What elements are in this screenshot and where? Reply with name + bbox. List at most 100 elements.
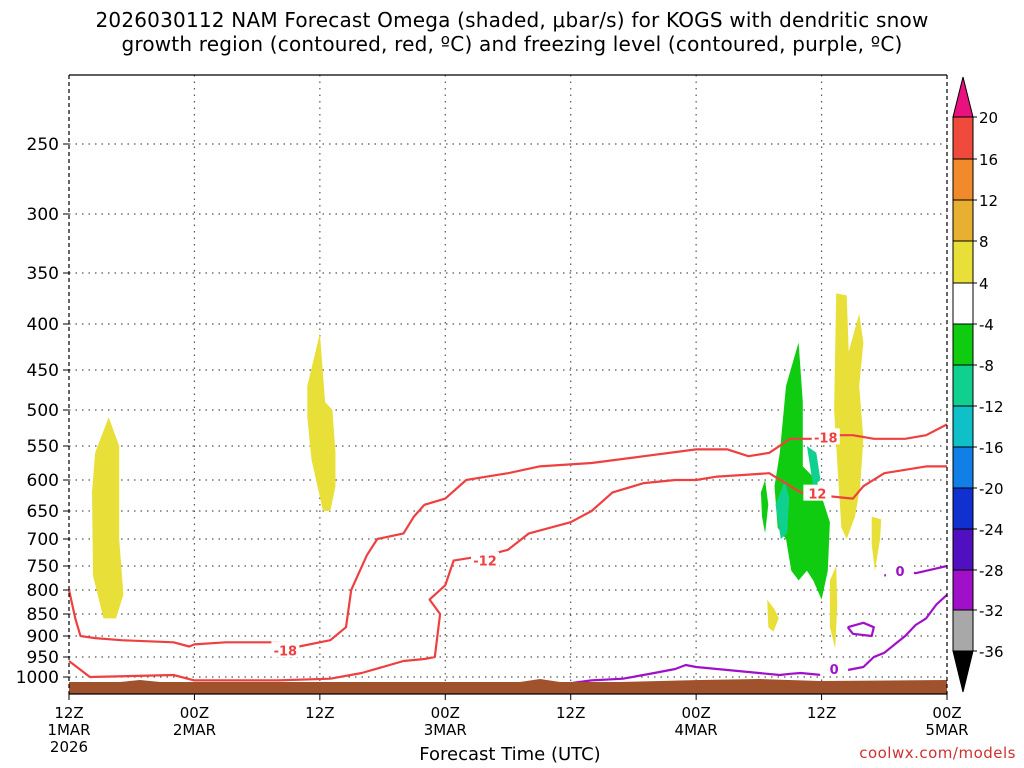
colorbar-cell-2 [952, 199, 974, 242]
x-tick-year-0: 2026 [50, 738, 88, 756]
x-tick-label-4: 12Z [556, 704, 585, 722]
y-tick-label-650: 650 [27, 502, 59, 522]
colorbar-cell-bottom [952, 650, 974, 693]
omega-colorbar: 20 16 12 8 4 -4 -8 -12 -16 -20 -24 -28 -32 -36 [952, 76, 1004, 693]
colorbar-cell-0 [952, 116, 974, 160]
colorbar-label-2: 12 [979, 192, 998, 210]
colorbar-cell-9 [952, 487, 974, 530]
contour-label-bg-3 [803, 484, 832, 501]
colorbar-cell-top [952, 76, 974, 118]
x-tick-date-7: 5MAR [925, 721, 968, 739]
colorbar-cell-3 [952, 240, 974, 284]
x-tick-label-1: 00Z [180, 704, 209, 722]
temperature-contours [67, 423, 948, 685]
colorbar-cell-7 [952, 405, 974, 448]
colorbar-label-0: 20 [979, 109, 998, 127]
x-tick-date-3: 3MAR [424, 721, 467, 739]
terrain-band [69, 679, 947, 694]
chart-title: 2026030112 NAM Forecast Omega (shaded, μ… [0, 8, 1024, 56]
shaded-region-ascent-east-lower [829, 566, 838, 649]
y-tick-label-950: 950 [27, 648, 59, 668]
shaded-region-ascent-west [92, 417, 124, 619]
chart-title-line-1: 2026030112 NAM Forecast Omega (shaded, μ… [95, 8, 929, 32]
contour-label-2: -18 [814, 431, 838, 446]
colorbar-label-13: -36 [979, 643, 1004, 661]
contour-line-3 [846, 621, 875, 638]
y-tick-label-900: 900 [27, 627, 59, 647]
y-tick-label-1000: 1000 [16, 668, 59, 688]
x-tick-date-0: 1MAR [47, 721, 90, 739]
y-tick-label-300: 300 [27, 205, 59, 225]
shaded-region-ascent-east-tall [834, 293, 864, 539]
contour-line-2 [565, 593, 948, 685]
y-tick-label-600: 600 [27, 471, 59, 491]
shaded-region-rising-motion-left [760, 480, 769, 534]
x-tick-label-7: 00Z [932, 704, 961, 722]
y-tick-label-850: 850 [27, 605, 59, 625]
x-tick-label-3: 00Z [431, 704, 460, 722]
colorbar-cell-8 [952, 446, 974, 489]
y-tick-label-800: 800 [27, 581, 59, 601]
colorbar-label-6: -8 [979, 357, 994, 375]
contour-label-5: 0 [830, 663, 839, 678]
colorbar-cell-6 [952, 364, 974, 407]
y-tick-label-500: 500 [27, 401, 59, 421]
shaded-region-rising-motion-core [774, 342, 830, 600]
colorbar-cell-4 [952, 282, 974, 325]
x-tick-label-0: 12Z [54, 704, 83, 722]
colorbar-cell-10 [952, 528, 974, 571]
contour-label-bg-2 [811, 428, 840, 445]
chart-title-line-2: growth region (contoured, red, ºC) and f… [121, 32, 903, 56]
y-tick-label-450: 450 [27, 361, 59, 381]
contour-labels: -18 -12 -18 12 0 0 [271, 428, 914, 678]
colorbar-label-8: -16 [979, 439, 1004, 457]
y-tick-label-400: 400 [27, 315, 59, 335]
colorbar-cell-12 [952, 609, 974, 652]
plot-frame [68, 74, 948, 695]
contour-label-bg-0 [271, 641, 300, 658]
x-axis-title: Forecast Time (UTC) [419, 744, 601, 765]
x-tick-date-1: 2MAR [173, 721, 216, 739]
y-tick-label-750: 750 [27, 557, 59, 577]
omega-shaded-regions [92, 293, 882, 649]
y-tick-label-700: 700 [27, 530, 59, 550]
x-tick-date-5: 4MAR [675, 721, 718, 739]
contour-label-1: -12 [473, 555, 497, 570]
shaded-region-ascent-mid [307, 333, 336, 511]
colorbar-label-1: 16 [979, 151, 998, 169]
shaded-region-ascent-low [767, 599, 779, 632]
y-tick-label-250: 250 [27, 135, 59, 155]
x-tick-label-5: 00Z [681, 704, 710, 722]
y-tick-label-550: 550 [27, 437, 59, 457]
pressure-axis: 2503003504004505005506006507007508008509… [16, 135, 69, 688]
colorbar-cell-1 [952, 158, 974, 201]
colorbar-label-7: -12 [979, 398, 1004, 416]
shaded-region-ascent-east-small [871, 516, 882, 571]
colorbar-label-5: -4 [979, 316, 994, 334]
colorbar-cell-11 [952, 569, 974, 611]
x-tick-label-2: 12Z [305, 704, 334, 722]
contour-label-bg-4 [885, 561, 914, 578]
colorbar-label-11: -28 [979, 562, 1004, 580]
contour-label-4: 0 [895, 565, 904, 580]
contour-label-bg-1 [471, 551, 500, 568]
colorbar-cell-5 [952, 323, 974, 366]
x-tick-label-6: 12Z [807, 704, 836, 722]
terrain-surface [69, 679, 947, 694]
shaded-region-rising-core-teal-2 [806, 446, 821, 487]
colorbar-label-4: 4 [979, 275, 989, 293]
contour-line-1 [68, 465, 947, 682]
gridlines [69, 75, 947, 694]
contour-line-0 [67, 423, 948, 648]
site-credit: coolwx.com/models [859, 744, 1016, 762]
colorbar-label-3: 8 [979, 233, 989, 251]
colorbar-label-10: -24 [979, 521, 1004, 539]
contour-label-0: -18 [274, 644, 298, 659]
contour-label-3: 12 [808, 488, 826, 503]
y-tick-label-350: 350 [27, 264, 59, 284]
colorbar-label-12: -32 [979, 602, 1004, 620]
contour-label-bg-5 [820, 660, 849, 676]
colorbar-label-9: -20 [979, 480, 1004, 498]
